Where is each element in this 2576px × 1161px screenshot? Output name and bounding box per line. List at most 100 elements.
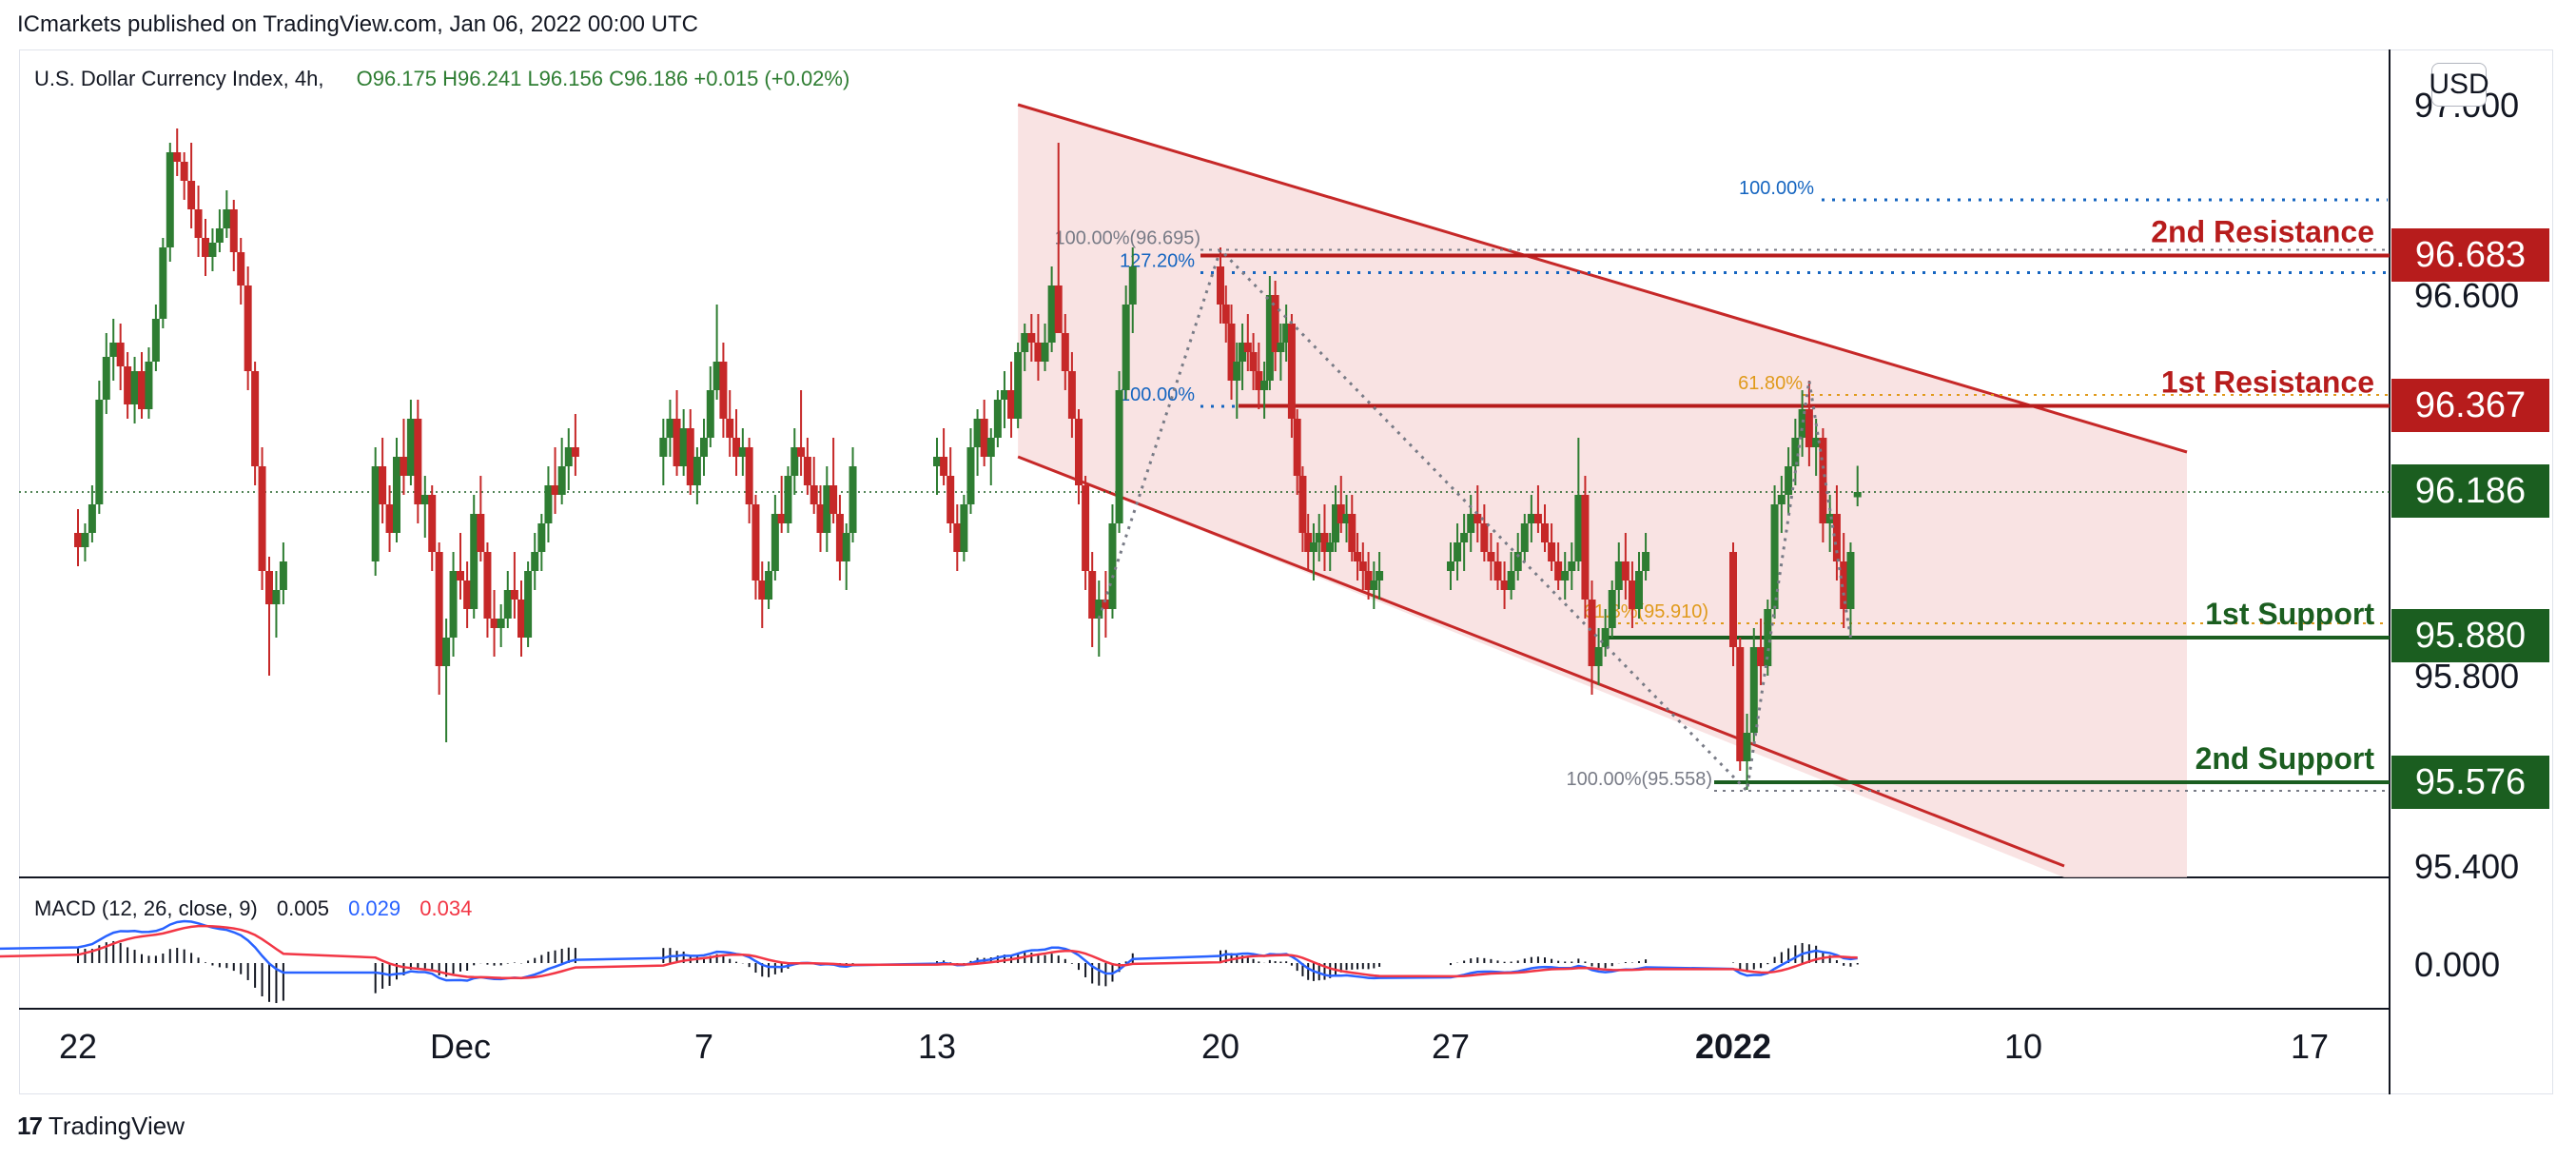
candle-body (470, 514, 478, 609)
price-box-value: 96.186 (2414, 470, 2527, 511)
macd-legend: MACD (12, 26, close, 9) 0.005 0.029 0.03… (34, 896, 472, 921)
candle (1277, 324, 1285, 381)
candle (124, 352, 132, 419)
candle (751, 495, 760, 600)
change-value: +0.015 (+0.02%) (693, 67, 850, 90)
candle-body (371, 466, 380, 561)
candle (159, 238, 167, 328)
candle-body (1041, 343, 1049, 362)
candle (1298, 466, 1307, 552)
candle-body (1736, 647, 1745, 761)
macd-label: MACD (12, 26, close, 9) (34, 896, 258, 920)
candle-body (244, 285, 252, 371)
candle (74, 509, 82, 566)
candle-body (1054, 285, 1063, 333)
candle (1798, 390, 1806, 457)
candle (1749, 628, 1758, 742)
candle (551, 447, 559, 514)
candle-body (1493, 561, 1502, 580)
candle (1840, 533, 1848, 628)
fib-label: 61.80% (1738, 373, 1803, 394)
candle (1480, 504, 1489, 561)
candle-body (1467, 514, 1475, 533)
candle (258, 447, 266, 590)
candle (1102, 571, 1110, 638)
candle-body (531, 552, 539, 571)
candle (1554, 542, 1563, 590)
candle-body (1777, 495, 1786, 504)
candle-body (1309, 542, 1317, 552)
candle (777, 476, 786, 533)
price-box-last: 96.186 (2391, 464, 2549, 518)
price-box-value: 95.880 (2414, 615, 2527, 656)
candle (1487, 533, 1495, 580)
candle (571, 414, 579, 476)
candle-body (1287, 324, 1296, 419)
candle-body (1798, 409, 1806, 438)
candle (835, 495, 844, 580)
candle (1601, 609, 1610, 657)
candle (379, 438, 387, 523)
candle-body (673, 419, 681, 466)
candle (679, 409, 688, 476)
candle-body (712, 362, 721, 390)
price-chart[interactable]: 100.00%100.00%(96.695)127.20%61.80%100.0… (0, 0, 2576, 1104)
candle (244, 266, 252, 390)
candle (1282, 305, 1291, 362)
candle (544, 466, 553, 542)
candle-body (960, 504, 968, 552)
candle-body (1608, 590, 1616, 628)
time-tick-label: 27 (1432, 1027, 1470, 1066)
candle-body (1729, 552, 1737, 647)
chart-frame (19, 49, 2553, 1094)
currency-button[interactable]: USD (2429, 63, 2489, 107)
candle (1621, 533, 1630, 600)
candle-body (1047, 285, 1056, 343)
candle-body (435, 552, 443, 666)
candle (693, 447, 701, 504)
candle (659, 419, 668, 485)
macd-line (0, 919, 1858, 982)
candle-body (1337, 504, 1345, 523)
time-tick-label: 2022 (1695, 1027, 1771, 1066)
candle-body (1249, 352, 1258, 371)
candle (1473, 485, 1482, 542)
candle-body (180, 162, 188, 181)
candle (564, 428, 573, 490)
candle (537, 514, 546, 571)
fib-label: 100.00%(95.558) (1567, 769, 1712, 790)
candle-body (1265, 295, 1274, 381)
price-box-1st-resistance: 96.367 (2391, 379, 2549, 432)
fib-label: 127.20% (1120, 251, 1195, 272)
candle-body (1376, 571, 1384, 580)
candle-body (1581, 495, 1590, 600)
candle (758, 561, 767, 628)
candle (187, 143, 196, 228)
candle-body (1447, 561, 1454, 571)
candle (1832, 485, 1841, 580)
ohlc-values: O96.175 H96.241 L96.156 C96.186 +0.015 (… (357, 67, 850, 90)
candle (1819, 428, 1827, 542)
candle (449, 552, 458, 657)
candle-body (1067, 371, 1076, 419)
price-box-2nd-resistance: 96.683 (2391, 228, 2549, 282)
candle-body (159, 247, 167, 319)
candle (1108, 504, 1117, 619)
candle-body (1825, 514, 1834, 523)
candle-body (946, 476, 955, 523)
candle (1736, 638, 1745, 771)
candle (1757, 619, 1766, 685)
candle (1777, 476, 1786, 533)
footer-brand[interactable]: 17 TradingView (17, 1112, 185, 1141)
candle-body (497, 619, 505, 628)
candle (477, 476, 485, 561)
candle (1075, 409, 1083, 504)
sr-level-label: 2nd Resistance (2151, 215, 2374, 249)
candle (980, 400, 988, 466)
candle-body (1326, 542, 1335, 552)
candle (166, 143, 174, 262)
candle-body (679, 428, 688, 466)
candle (1853, 465, 1862, 506)
candle-body (693, 457, 701, 485)
candle (1608, 580, 1616, 638)
